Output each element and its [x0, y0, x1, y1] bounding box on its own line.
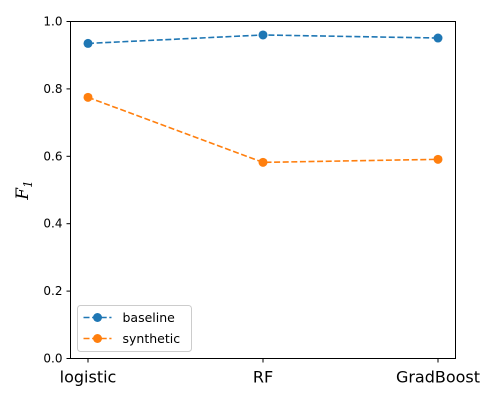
- x-tick-label-logistic: logistic: [60, 368, 117, 387]
- y-axis-label-subscript: 1: [21, 180, 35, 188]
- series-baseline: [83, 30, 443, 48]
- y-tick-label: 0.6: [43, 149, 62, 163]
- legend-label-baseline: baseline: [123, 310, 176, 325]
- series-line-synthetic: [87, 96, 439, 164]
- series-synthetic: [83, 92, 443, 167]
- legend-item-synthetic: synthetic: [83, 331, 181, 346]
- y-tick-label: 0.0: [43, 352, 62, 366]
- legend: baseline synthetic: [77, 305, 192, 352]
- y-tick-label: 0.4: [43, 217, 62, 231]
- plot-area: [83, 30, 443, 167]
- data-point-synthetic-gradboost: [433, 154, 443, 164]
- data-point-baseline-gradboost: [433, 33, 443, 43]
- y-axis-label-main: F: [13, 187, 33, 201]
- data-point-baseline-rf: [258, 30, 268, 40]
- y-tick-label: 0.8: [43, 82, 62, 96]
- legend-label-synthetic: synthetic: [123, 331, 181, 346]
- data-point-synthetic-logistic: [83, 92, 93, 102]
- x-tick-label-rf: RF: [253, 368, 273, 387]
- legend-marker-synthetic: [93, 334, 102, 343]
- y-axis-ticks: 0.0 0.2 0.4 0.6 0.8 1.0: [43, 15, 71, 366]
- x-tick-label-gradboost: GradBoost: [396, 368, 480, 387]
- legend-item-baseline: baseline: [83, 310, 176, 325]
- x-axis-ticks: logistic RF GradBoost: [60, 358, 480, 387]
- legend-marker-baseline: [93, 313, 102, 322]
- data-point-baseline-logistic: [83, 38, 93, 48]
- y-axis-label: F1: [13, 180, 35, 200]
- y-tick-label: 0.2: [43, 284, 62, 298]
- data-point-synthetic-rf: [258, 157, 268, 167]
- y-tick-label: 1.0: [43, 15, 62, 29]
